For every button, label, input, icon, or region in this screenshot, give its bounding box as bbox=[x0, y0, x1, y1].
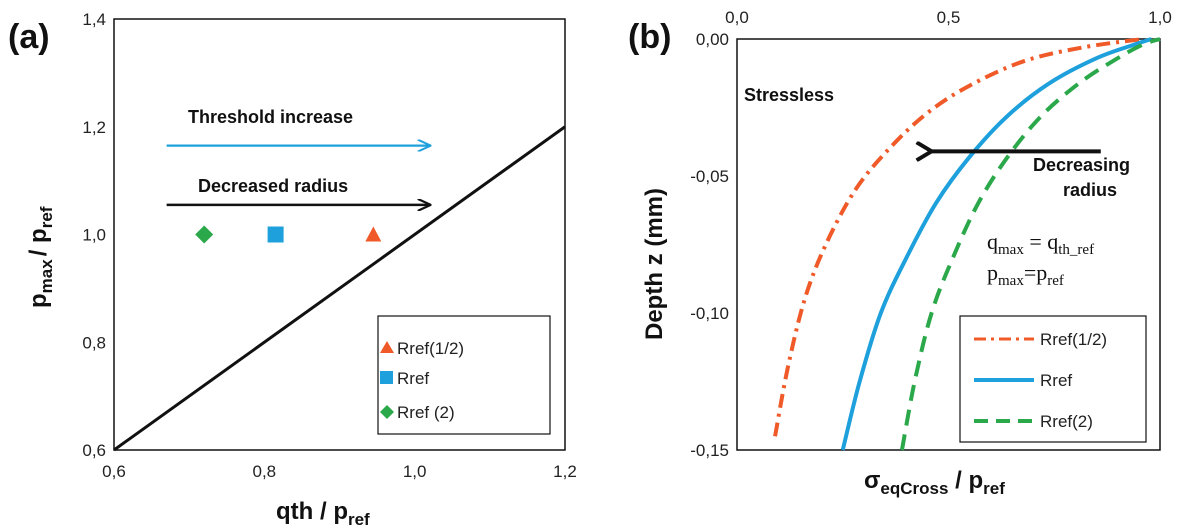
panel-a-x-tick-labels: 0,6 0,8 1,0 1,2 bbox=[102, 462, 577, 481]
panel-b-y-tick: -0,15 bbox=[690, 441, 729, 460]
panel-b-y-tick: 0,00 bbox=[696, 30, 729, 49]
decreased-radius-label: Decreased radius bbox=[198, 176, 348, 196]
panel-a-legend-box bbox=[377, 315, 551, 435]
panel-a-legend: Rref(1/2) Rref Rref (2) bbox=[377, 315, 551, 435]
panel-b-x-tick: 1,0 bbox=[1148, 8, 1172, 27]
panel-b-y-axis-title: Depth z (mm) bbox=[641, 188, 668, 340]
point-rref-half bbox=[365, 226, 382, 242]
point-rref-2 bbox=[195, 225, 214, 244]
panel-a-label: (a) bbox=[8, 18, 50, 56]
legend-b-rref-2: Rref(2) bbox=[1040, 412, 1093, 431]
panel-a-data-points bbox=[195, 225, 382, 244]
panel-b-x-tick: 0,0 bbox=[725, 8, 749, 27]
panel-a-x-tick: 0,6 bbox=[102, 462, 126, 481]
panel-a-y-axis-title: pmax/ pref bbox=[25, 206, 56, 308]
panel-b-x-tick: 0,5 bbox=[937, 8, 961, 27]
legend-a-rref-half: Rref(1/2) bbox=[397, 339, 464, 358]
legend-triangle-icon bbox=[380, 341, 394, 353]
legend-b-rref: Rref bbox=[1040, 371, 1072, 390]
panel-b-y-tick: -0,10 bbox=[690, 304, 729, 323]
panel-a-y-tick-labels: 0,6 0,8 1,0 1,2 1,4 bbox=[82, 10, 106, 460]
decreasing-radius-label-line2: radius bbox=[1063, 180, 1117, 200]
panel-a-x-tick: 1,0 bbox=[403, 462, 427, 481]
panel-b-y-tick-labels: 0,00 -0,05 -0,10 -0,15 bbox=[690, 30, 729, 460]
panel-a-y-tick: 1,0 bbox=[82, 226, 106, 245]
panel-a-threshold-line bbox=[113, 125, 566, 452]
series-rref-half-line bbox=[773, 37, 1144, 437]
series-rref-line bbox=[840, 37, 1153, 451]
panel-a-x-tick: 1,2 bbox=[553, 462, 577, 481]
panel-b-y-tick: -0,05 bbox=[690, 167, 729, 186]
legend-square-icon bbox=[380, 371, 393, 384]
formula-p-line: pmax=pref bbox=[987, 260, 1064, 289]
panel-b-plot-frame bbox=[736, 38, 1161, 451]
stressless-label: Stressless bbox=[744, 85, 834, 105]
series-rref-2-line bbox=[900, 37, 1161, 451]
panel-a-y-tick: 0,8 bbox=[82, 333, 106, 352]
panel-b-x-tick-labels: 0,0 0,5 1,0 bbox=[725, 8, 1172, 27]
panel-a-y-tick: 1,4 bbox=[82, 10, 106, 29]
panel-a-plot-frame bbox=[113, 18, 566, 451]
legend-diamond-icon bbox=[380, 405, 394, 419]
formula-q-line: qmax = qth_ref bbox=[987, 229, 1094, 258]
decreasing-radius-label-line1: Decreasing bbox=[1033, 155, 1130, 175]
panel-b-x-axis-title: σeqCross / pref bbox=[864, 467, 1005, 498]
panel-b-label: (b) bbox=[628, 18, 671, 56]
threshold-increase-label: Threshold increase bbox=[188, 107, 353, 127]
panel-a-y-tick: 1,2 bbox=[82, 118, 106, 137]
point-rref bbox=[267, 226, 284, 243]
legend-a-rref-2: Rref (2) bbox=[397, 403, 455, 422]
panel-a-y-tick: 0,6 bbox=[82, 441, 106, 460]
legend-a-rref: Rref bbox=[397, 369, 429, 388]
panel-a-x-axis-title: qth / pref bbox=[276, 498, 370, 529]
legend-b-rref-half: Rref(1/2) bbox=[1040, 330, 1107, 349]
panel-a-x-tick: 0,8 bbox=[253, 462, 277, 481]
panel-b-series-lines bbox=[773, 37, 1161, 451]
panel-b-legend: Rref(1/2) Rref Rref(2) bbox=[959, 315, 1147, 443]
